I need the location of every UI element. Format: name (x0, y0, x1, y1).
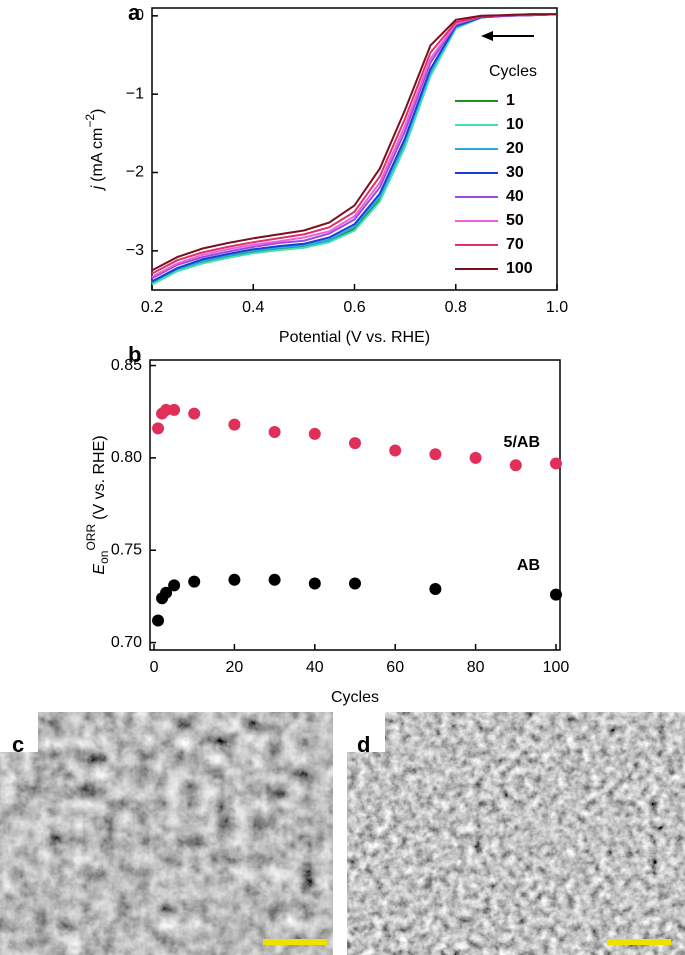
point (308, 427, 321, 440)
x-tick-label: 20 (226, 659, 244, 676)
x-tick-label: 0.4 (242, 299, 264, 316)
point (152, 614, 165, 627)
x-tick-label: 0 (150, 659, 159, 676)
y-tick-label: 0.75 (111, 541, 142, 558)
curve (151, 13, 558, 283)
y-label-close: ) (89, 109, 106, 114)
point (152, 422, 165, 435)
point (509, 459, 522, 472)
legend-label: 100 (506, 260, 533, 277)
point (389, 444, 402, 457)
y-label-text: (mA cm (89, 128, 106, 182)
scale-bar (263, 939, 327, 945)
y-tick-label: 0.80 (111, 449, 142, 466)
point (469, 451, 482, 464)
point (308, 577, 321, 590)
point (549, 457, 562, 470)
point (188, 407, 201, 420)
panel-label: a (128, 0, 141, 25)
scale-bar (607, 939, 671, 945)
y-label-superscript: ORR (84, 524, 98, 551)
x-tick-label: 60 (386, 659, 404, 676)
x-tick-label: 0.6 (343, 299, 365, 316)
y-tick-label: 0.70 (111, 634, 142, 651)
point (429, 583, 442, 596)
legend-label: 20 (506, 140, 524, 157)
point (349, 437, 361, 450)
x-tick-label: 1.0 (546, 299, 568, 316)
y-axis-label: j (mA cm−2) (83, 109, 106, 192)
x-tick-label: 40 (306, 659, 324, 676)
x-tick-label: 0.2 (141, 299, 163, 316)
point (228, 573, 241, 586)
y-tick-label: −1 (126, 85, 144, 102)
curve (151, 13, 557, 278)
x-tick-label: 100 (543, 659, 570, 676)
x-axis-label: Cycles (331, 689, 379, 706)
legend-label: 50 (506, 212, 524, 229)
point (349, 577, 361, 590)
sem-image (347, 712, 685, 955)
legend-label: 1 (506, 92, 515, 109)
panel-label: b (128, 342, 141, 367)
series-label: AB (517, 557, 540, 574)
y-axis-label: EonORR (V vs. RHE) (84, 435, 111, 574)
point (168, 579, 181, 592)
y-label-symbol: E (91, 564, 108, 575)
y-label-text: (V vs. RHE) (91, 435, 108, 519)
y-label-symbol: j (89, 185, 106, 191)
plot-frame (149, 359, 561, 651)
legend-label: 40 (506, 188, 524, 205)
point (268, 426, 281, 439)
legend-label: 30 (506, 164, 524, 181)
y-label-superscript: −2 (83, 114, 97, 128)
series-label: 5/AB (504, 434, 540, 451)
legend-label: 10 (506, 116, 524, 133)
point (160, 586, 173, 599)
label-box (347, 712, 385, 752)
y-tick-label: −2 (126, 164, 144, 181)
curve (151, 13, 558, 280)
point (429, 448, 442, 461)
curve (151, 13, 557, 275)
point (228, 418, 241, 431)
panel-label: d (357, 732, 370, 757)
x-tick-label: 0.8 (445, 299, 467, 316)
x-axis-label: Potential (V vs. RHE) (279, 329, 430, 346)
point (268, 573, 281, 586)
y-label-subscript: on (97, 551, 111, 564)
point (549, 588, 562, 601)
y-tick-label: 0.85 (111, 357, 142, 374)
y-tick-label: 0 (135, 7, 144, 24)
point (168, 403, 181, 416)
legend-label: 70 (506, 236, 524, 253)
point (188, 575, 201, 588)
legend-title: Cycles (489, 63, 537, 80)
sem-image (0, 712, 333, 955)
scan-arrow-head (481, 31, 493, 41)
y-tick-label: −3 (126, 242, 144, 259)
x-tick-label: 80 (467, 659, 485, 676)
curve (151, 13, 557, 272)
panel-label: c (12, 732, 24, 757)
label-box (0, 712, 38, 752)
